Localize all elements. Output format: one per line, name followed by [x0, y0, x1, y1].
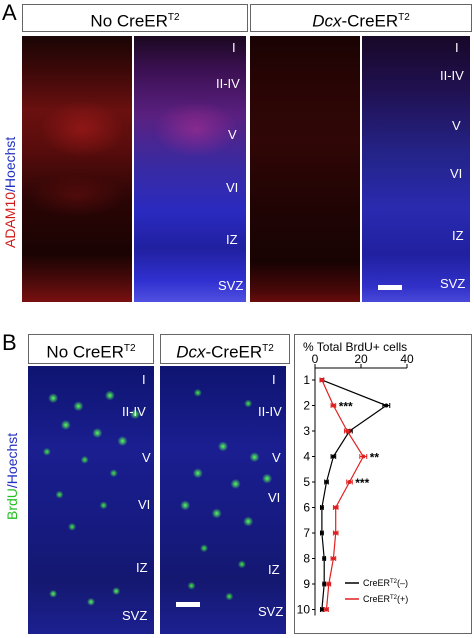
data-point	[319, 505, 324, 510]
y-tick-label: 6	[303, 501, 310, 515]
layer-label-a-4: VI	[226, 180, 239, 195]
label-hoechst: Hoechst	[2, 136, 18, 189]
label-adam10: ADAM10	[2, 191, 18, 248]
label-sep: /	[4, 484, 20, 489]
header-italic: Dcx	[312, 11, 342, 31]
layer-label-b1-6: SVZ	[122, 608, 148, 623]
layer-label-a2-4: VI	[450, 166, 463, 181]
micrograph-a-dcx-merge	[362, 36, 470, 302]
data-point	[322, 556, 327, 561]
layer-label-b2-5: IZ	[268, 562, 280, 577]
panel-a-letter: A	[2, 0, 17, 25]
micrograph-a-no-creer-adam10	[22, 36, 132, 302]
layer-label-b1-5: IZ	[136, 560, 148, 575]
significance-annotation: ***	[339, 400, 353, 414]
header-sup: T2	[167, 12, 180, 23]
data-point	[345, 429, 350, 433]
legend-label: CreERT2(–)	[363, 578, 408, 588]
significance-annotation: **	[370, 451, 380, 465]
panel-b-side-label: BrdU/Hoechst	[4, 433, 20, 520]
data-point	[319, 607, 324, 612]
data-point	[324, 480, 329, 484]
layer-label-a-6: SVZ	[218, 278, 244, 293]
header-text: No CreER	[90, 11, 168, 31]
data-point	[326, 582, 331, 586]
header-sup: T2	[398, 12, 410, 23]
data-point	[384, 403, 389, 408]
panel-a-header-no-creer: No CreERT2	[22, 4, 248, 32]
micrograph-a-no-creer-merge	[134, 36, 246, 302]
panel-b-letter: B	[2, 330, 17, 355]
layer-label-b1-2: II-IV	[122, 404, 146, 419]
label-brdu: BrdU	[4, 488, 20, 520]
data-point	[324, 607, 329, 612]
y-tick-label: 1	[303, 373, 310, 387]
layer-label-b2-3: V	[272, 450, 281, 465]
data-point	[331, 454, 336, 459]
x-tick-label: 20	[354, 352, 368, 366]
layer-label-a-3: V	[228, 127, 237, 142]
data-point	[347, 480, 352, 484]
micrograph-b-no-creer	[28, 366, 154, 634]
header-sup: T2	[123, 343, 136, 354]
layer-label-a-5: IZ	[226, 232, 238, 247]
micrograph-a-dcx-adam10	[250, 36, 360, 302]
data-point	[331, 556, 336, 561]
micrograph-b-dcx-creer	[160, 366, 286, 634]
layer-label-b2-6: SVZ	[258, 604, 284, 619]
panel-a-header-dcx-creer: Dcx-CreERT2	[250, 4, 472, 32]
x-tick-label: 40	[400, 352, 414, 366]
y-tick-label: 4	[303, 450, 310, 464]
data-point	[333, 531, 338, 535]
layer-label-a2-1: I	[455, 40, 459, 55]
series-line-0	[321, 379, 388, 610]
data-point	[331, 403, 336, 408]
y-tick-label: 5	[303, 475, 310, 489]
header-sup: T2	[262, 343, 274, 354]
layer-label-b1-3: V	[142, 450, 151, 465]
layer-label-a-2: II-IV	[216, 76, 240, 91]
header-text: -CreER	[205, 342, 263, 362]
panel-a-side-label: ADAM10/Hoechst	[2, 137, 18, 248]
y-tick-label: 9	[303, 577, 310, 591]
y-tick-label: 7	[303, 526, 310, 540]
layer-label-b2-2: II-IV	[258, 404, 282, 419]
label-hoechst: Hoechst	[4, 432, 20, 485]
series-line-1	[321, 379, 364, 610]
layer-label-a2-5: IZ	[452, 228, 464, 243]
layer-label-a2-3: V	[452, 118, 461, 133]
layer-label-a2-6: SVZ	[440, 276, 466, 291]
layer-label-a2-2: II-IV	[440, 68, 464, 83]
layer-label-b1-1: I	[142, 372, 146, 387]
data-point	[361, 454, 366, 459]
scale-bar-a	[378, 285, 402, 290]
significance-annotation: ***	[355, 476, 369, 490]
layer-label-a-1: I	[232, 40, 236, 55]
panel-b-header-no-creer: No CreERT2	[28, 334, 154, 364]
x-tick-label: 0	[312, 352, 319, 366]
y-tick-label: 2	[303, 399, 310, 413]
layer-label-b2-1: I	[272, 372, 276, 387]
y-tick-label: 10	[297, 603, 311, 617]
data-point	[319, 378, 324, 382]
layer-label-b2-4: VI	[268, 490, 281, 505]
legend-label: CreERT2(+)	[363, 594, 408, 604]
header-italic: Dcx	[176, 342, 206, 362]
data-point	[319, 531, 324, 535]
data-point	[322, 582, 327, 586]
data-point	[333, 505, 338, 510]
y-tick-label: 8	[303, 552, 310, 566]
layer-label-b1-4: VI	[138, 497, 151, 512]
header-text: -CreER	[341, 11, 399, 31]
panel-b-header-dcx-creer: Dcx-CreERT2	[160, 334, 290, 364]
label-sep: /	[2, 188, 18, 192]
y-tick-label: 3	[303, 424, 310, 438]
scale-bar-b	[176, 602, 200, 607]
brdu-distribution-chart: % Total BrdU+ cells 0 20 40 1 2 3 4 5 6 7 8 9 10 *** **…	[294, 334, 472, 634]
chart-title: % Total BrdU+ cells	[303, 340, 407, 354]
header-text: No CreER	[46, 342, 124, 362]
